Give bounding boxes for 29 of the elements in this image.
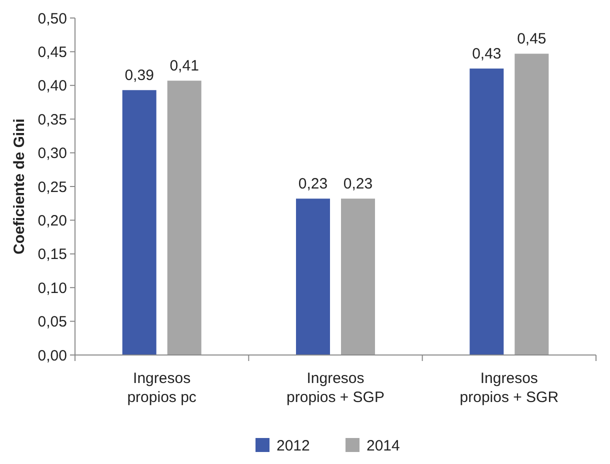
data-label: 0,39 <box>124 67 154 84</box>
bar <box>296 198 330 355</box>
data-label: 0,41 <box>170 58 199 75</box>
x-tick-label: Ingresos propios pc <box>127 370 197 406</box>
y-tick-label: 0,30 <box>38 145 67 162</box>
y-tick-label: 0,15 <box>38 246 67 264</box>
x-tick-label: Ingresos propios + SGP <box>286 370 384 406</box>
y-tick-label: 0,25 <box>38 178 67 196</box>
bar <box>470 68 504 355</box>
y-axis-title: Coeficiente de Gini <box>11 118 28 254</box>
data-label: 0,43 <box>472 46 502 63</box>
y-tick-label: 0,10 <box>38 280 67 297</box>
data-label: 0,23 <box>298 176 328 193</box>
bar <box>167 80 202 355</box>
legend-label: 2012 <box>276 437 310 454</box>
y-tick-label: 0,35 <box>38 111 67 128</box>
data-label: 0,23 <box>343 176 373 193</box>
bar <box>122 90 156 355</box>
y-tick-label: 0,20 <box>38 212 67 230</box>
legend-label: 2014 <box>366 437 400 454</box>
y-tick-label: 0,05 <box>38 314 67 331</box>
y-tick-label: 0,00 <box>38 347 67 364</box>
data-label: 0,45 <box>517 30 546 48</box>
bar <box>514 54 549 355</box>
y-tick-label: 0,50 <box>38 10 67 28</box>
x-tick-label: Ingresos propios + SGR <box>460 370 559 406</box>
bar <box>341 198 375 355</box>
y-tick-label: 0,40 <box>38 78 67 95</box>
y-tick-label: 0,45 <box>38 44 67 61</box>
